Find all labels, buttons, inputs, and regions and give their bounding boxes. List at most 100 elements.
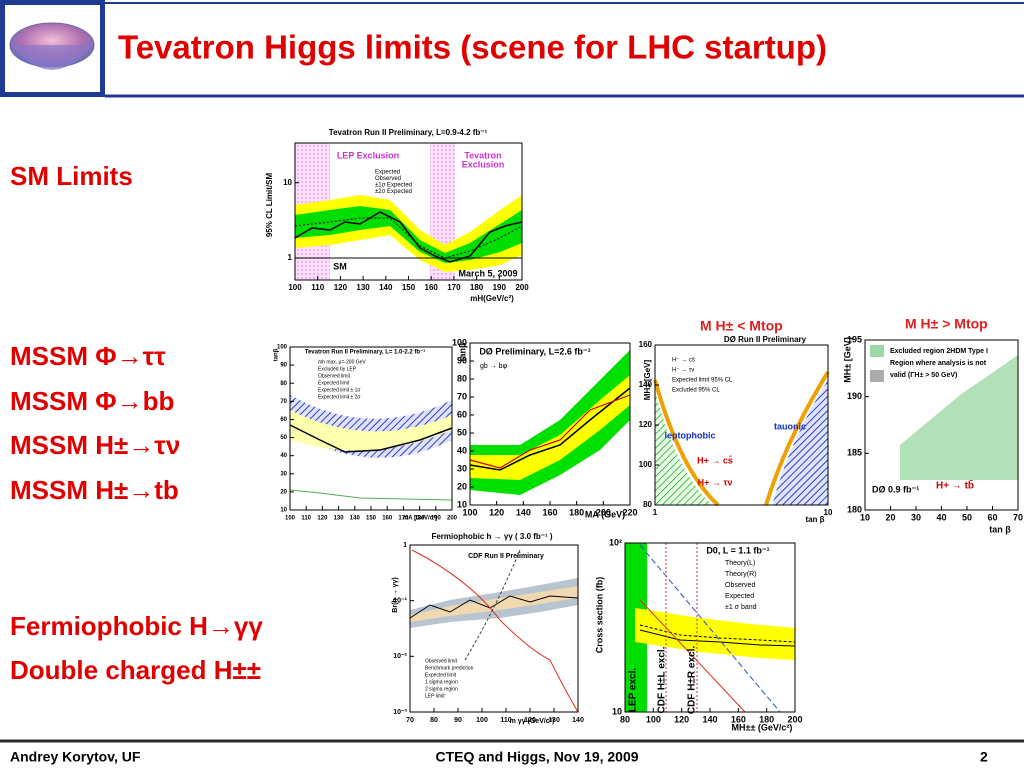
x-tick-label: 160 [425, 283, 439, 292]
footer-author: Andrey Korytov, UF [10, 749, 141, 765]
x-tick-label: 70 [406, 717, 414, 724]
y-axis-label: 95% CL Limit/SM [265, 173, 274, 238]
legend-swatch [870, 370, 884, 382]
section-labels: SM Limits MSSM Φ→ττ MSSM Φ→bb MSSM H±→τν… [10, 161, 263, 685]
x-axis-label: MA (GeV) [585, 509, 625, 519]
plot-heading: M H± > Mtop [905, 316, 988, 332]
legend-entry: Expected limit [318, 380, 350, 386]
x-tick-label: 140 [516, 507, 531, 517]
y-tick-label: 10 [280, 508, 287, 514]
plot-annotation: March 5, 2009 [458, 268, 517, 278]
plot-annotation: tauonic [774, 421, 806, 431]
excluded-region [900, 355, 1018, 480]
x-tick-label: 100 [476, 717, 488, 724]
legend-entry: 2 sigma region [425, 686, 458, 692]
plot: M H± > Mtop DØ 0.9 fb⁻¹ MH± [GeV] tan β 10 20… [842, 316, 1023, 535]
x-tick-label: 10 [824, 508, 833, 517]
y-tick-label: 180 [847, 504, 862, 514]
plot-annotation: LEP Exclusion [337, 150, 399, 160]
legend-entry: ±1σ Expected [375, 183, 412, 189]
observed-line [294, 211, 523, 263]
y-tick-label: 10⁻² [393, 653, 407, 660]
y-tick-label: 30 [457, 463, 467, 473]
x-axis-label: MH±± (GeV/c²) [732, 722, 793, 732]
legend-entry: Benchmark prediction [425, 665, 474, 671]
plot-title: Tevatron Run II Preliminary, L=0.9-4.2 f… [329, 128, 488, 137]
excluded-left [655, 390, 712, 505]
plot-6-graphics [409, 549, 579, 713]
legend-entry: Observed limit [318, 373, 351, 379]
x-tick-label: 100 [285, 516, 296, 522]
x-tick-label: 150 [402, 283, 416, 292]
x-tick-label: 190 [493, 283, 507, 292]
x-tick-label: 60 [987, 512, 997, 522]
y-tick-label: 60 [457, 409, 467, 419]
plot-1-graphics [294, 143, 523, 280]
y-tick-label: 80 [643, 500, 652, 509]
y-axis-label: Br(h → γγ) [392, 577, 399, 612]
y-tick-label: 1 [403, 542, 407, 549]
y-tick-label: 50 [457, 427, 467, 437]
legend-entry: Expected limit [425, 672, 457, 678]
plot: Tevatron Run II Preliminary, L=0.9-4.2 f… [265, 128, 529, 303]
x-tick-label: 140 [350, 516, 361, 522]
x-tick-label: 170 [447, 283, 461, 292]
y-tick-label: 20 [457, 481, 467, 491]
band-1sigma [290, 410, 452, 451]
legend-entry: Expected [725, 593, 754, 600]
plot-title: DØ 0.9 fb⁻¹ [872, 484, 919, 494]
x-tick-label: 110 [301, 516, 311, 522]
y-tick-label: 70 [457, 391, 467, 401]
footer-event: CTEQ and Higgs, Nov 19, 2009 [435, 749, 638, 765]
lep-line [289, 489, 453, 501]
y-tick-label: 40 [280, 453, 287, 459]
section-label: Fermiophobic H→γγ [10, 611, 263, 641]
y-tick-label: 30 [280, 471, 287, 477]
x-tick-label: 50 [962, 512, 972, 522]
y-tick-label: 90 [280, 363, 287, 369]
section-label: MSSM H±→tb [10, 475, 179, 505]
x-tick-label: 140 [379, 283, 393, 292]
plot-title: Tevatron Run II Preliminary, L= 1.0-2.2 … [305, 349, 425, 356]
plot-annotation: CDF H±L excl. [657, 646, 668, 713]
y-tick-label: 50 [280, 435, 287, 441]
band-1sigma [635, 608, 795, 660]
y-tick-label: 80 [457, 373, 467, 383]
y-tick-label: 10 [612, 706, 622, 716]
expected-right [764, 370, 830, 506]
y-tick-label: 70 [280, 399, 287, 405]
plot-5-graphics [870, 345, 1018, 480]
theory-l [639, 544, 781, 713]
section-label: MSSM Φ→bb [10, 386, 174, 416]
legend-entry: Expected [375, 170, 400, 176]
y-tick-label: 10 [457, 499, 467, 509]
x-tick-label: 120 [334, 283, 348, 292]
y-tick-label: 140 [639, 380, 653, 389]
x-tick-label: 20 [885, 512, 895, 522]
y-tick-label: 160 [639, 340, 653, 349]
section-label: MSSM Φ→ττ [10, 341, 166, 371]
expected-line [639, 624, 796, 643]
y-tick-label: 100 [639, 460, 653, 469]
y-axis-label: MH± [GeV] [643, 359, 652, 400]
legend-entry: Region where analysis is not [890, 360, 987, 367]
x-tick-label: 100 [646, 714, 661, 724]
legend-entry: H⁻ → cs̄ [672, 358, 695, 364]
y-tick-label: 80 [280, 381, 287, 387]
legend-entry: 1 sigma region [425, 679, 458, 685]
plot-frame [409, 544, 579, 713]
y-tick-label: 100 [452, 337, 467, 347]
x-axis-label: m γγ (GeV/c²) [510, 718, 555, 725]
x-tick-label: 70 [1013, 512, 1023, 522]
y-tick-label: 40 [457, 445, 467, 455]
plot-annotation: H+ → τν [698, 477, 733, 487]
y-tick-label: 120 [639, 420, 653, 429]
x-tick-label: 160 [542, 507, 557, 517]
x-tick-label: 130 [548, 717, 560, 724]
plot-2-graphics [289, 395, 453, 501]
observed-line [289, 424, 453, 453]
y-axis-label: MH± [GeV] [842, 337, 852, 382]
legend-entry: Theory(R) [725, 571, 757, 578]
band-1sigma [470, 375, 630, 480]
